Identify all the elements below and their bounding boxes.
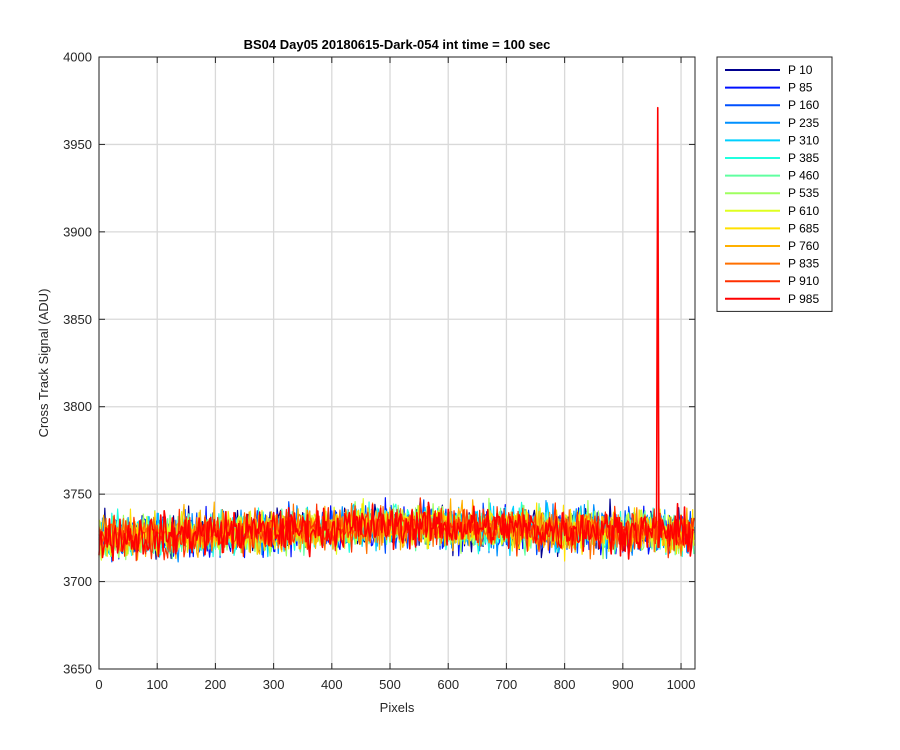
legend-entry: P 385 [788, 151, 819, 165]
legend-entry: P 235 [788, 116, 819, 130]
legend-entry: P 160 [788, 98, 819, 112]
legend-entry: P 985 [788, 292, 819, 306]
chart-title: BS04 Day05 20180615-Dark-054 int time = … [244, 37, 551, 52]
legend-entry: P 760 [788, 239, 819, 253]
legend: P 10 P 85 P 160 P 235 P 310 P 385 P 460 P 535 P … [716, 56, 833, 312]
y-tick-label: 3700 [63, 574, 92, 589]
plot-area [99, 57, 695, 669]
legend-entry: P 310 [788, 133, 819, 147]
x-tick-label: 500 [379, 677, 401, 692]
x-axis-label: Pixels [380, 700, 415, 715]
x-tick-label: 300 [263, 677, 285, 692]
y-tick-label: 3850 [63, 312, 92, 327]
legend-entry: P 460 [788, 169, 819, 183]
legend-entry: P 835 [788, 257, 819, 271]
legend-entry: P 610 [788, 204, 819, 218]
series-line-p-985 [98, 106, 695, 562]
x-tick-label: 100 [146, 677, 168, 692]
y-axis-label: Cross Track Signal (ADU) [36, 289, 51, 438]
x-tick-label: 400 [321, 677, 343, 692]
axis-ticks: 0 100 200 300 400 500 600 700 800 900 1000 3650 3700… [63, 50, 695, 693]
y-tick-label: 3950 [63, 137, 92, 152]
x-tick-label: 0 [95, 677, 102, 692]
series-lines [98, 106, 695, 563]
x-tick-label: 800 [554, 677, 576, 692]
legend-entry: P 10 [788, 63, 813, 77]
legend-entry: P 910 [788, 274, 819, 288]
y-tick-label: 4000 [63, 50, 92, 65]
y-tick-label: 3800 [63, 399, 92, 414]
x-tick-label: 600 [437, 677, 459, 692]
x-tick-label: 1000 [667, 677, 696, 692]
plot-frame [98, 56, 696, 670]
y-tick-label: 3900 [63, 224, 92, 239]
x-tick-label: 200 [205, 677, 227, 692]
x-tick-label: 900 [612, 677, 634, 692]
legend-entry: P 85 [788, 81, 813, 95]
y-tick-label: 3650 [63, 662, 92, 677]
legend-box [716, 56, 833, 312]
legend-entry: P 535 [788, 186, 819, 200]
legend-entry: P 685 [788, 221, 819, 235]
x-tick-label: 700 [496, 677, 518, 692]
y-tick-label: 3750 [63, 487, 92, 502]
